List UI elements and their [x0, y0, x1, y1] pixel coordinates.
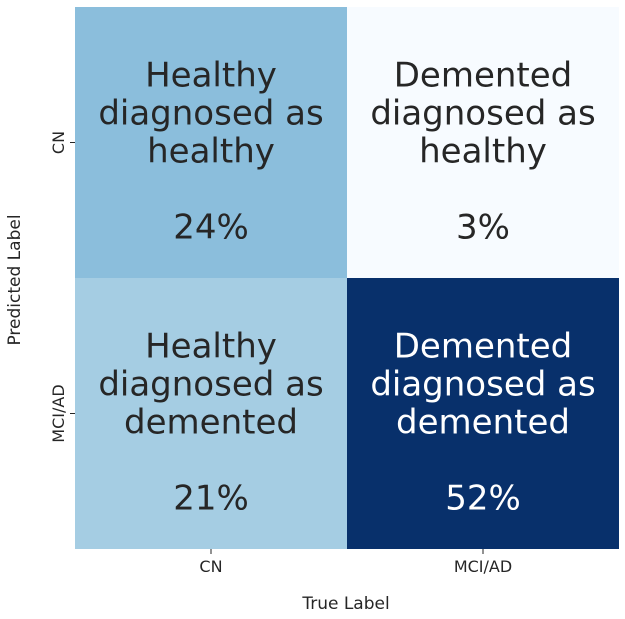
cell-percent-label: 24%: [173, 208, 249, 248]
heatmap-cell-1-0: [75, 278, 347, 549]
cell-annotation-line: diagnosed as: [98, 94, 323, 134]
cell-annotation-line: Demented: [394, 327, 573, 367]
cell-annotation-line: diagnosed as: [98, 365, 323, 405]
heatmap-cell-0-1: [347, 7, 619, 278]
cell-annotation-line: Healthy: [145, 56, 277, 96]
y-tick-label: CN: [49, 131, 68, 154]
cell-annotation-line: Demented: [394, 56, 573, 96]
cell-annotation-line: diagnosed as: [370, 94, 595, 134]
y-axis-label: Predicted Label: [5, 214, 25, 345]
heatmap-cell-1-1: [347, 278, 619, 549]
cell-annotation-line: demented: [396, 403, 570, 443]
cell-annotation-line: diagnosed as: [370, 365, 595, 405]
axis-ticks: CN MCI/AD CN MCI/AD: [49, 131, 512, 576]
cell-annotation-line: Healthy: [145, 327, 277, 367]
x-tick-label: MCI/AD: [454, 557, 512, 576]
cell-annotation-line: healthy: [147, 132, 275, 172]
y-tick-label: MCI/AD: [49, 384, 68, 442]
cell-percent-label: 3%: [456, 208, 510, 248]
heatmap-cell-0-0: [75, 7, 347, 278]
cell-percent-label: 52%: [445, 479, 521, 519]
cell-annotation-line: demented: [124, 403, 298, 443]
cell-percent-label: 21%: [173, 479, 249, 519]
x-tick-label: CN: [199, 557, 222, 576]
cell-annotation-line: healthy: [419, 132, 547, 172]
x-axis-label: True Label: [301, 594, 389, 614]
